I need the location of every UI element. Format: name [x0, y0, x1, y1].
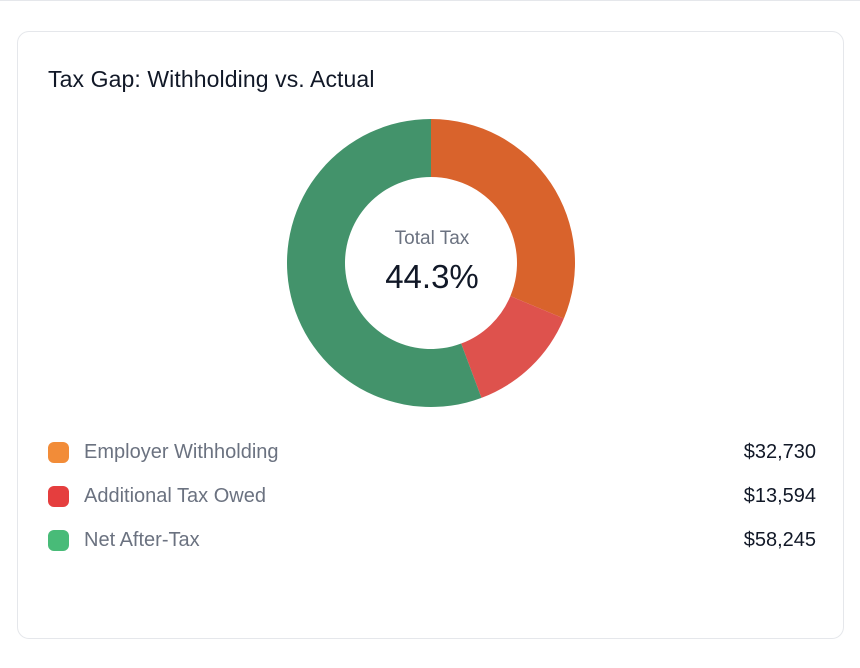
- legend-label: Employer Withholding: [84, 440, 279, 463]
- legend-value: $58,245: [743, 528, 816, 551]
- legend-item-employer-withholding: Employer Withholding $32,730: [48, 430, 816, 474]
- legend-value: $32,730: [743, 440, 816, 463]
- legend-item-additional-tax-owed: Additional Tax Owed $13,594: [48, 474, 816, 518]
- card-title: Tax Gap: Withholding vs. Actual: [48, 66, 375, 92]
- legend-swatch: [48, 485, 69, 507]
- donut-chart: [287, 119, 575, 407]
- donut-center-label: Total Tax: [394, 228, 470, 249]
- donut-slice-employer-withholding[interactable]: [431, 119, 575, 319]
- legend: Employer Withholding $32,730 Additional …: [48, 430, 816, 562]
- top-divider: [0, 0, 860, 1]
- legend-label: Net After-Tax: [84, 528, 200, 551]
- donut-slice-net-after-tax[interactable]: [287, 119, 482, 407]
- tax-gap-card: Tax Gap: Withholding vs. Actual Total Ta…: [17, 31, 844, 639]
- legend-swatch: [48, 529, 69, 551]
- legend-value: $13,594: [743, 484, 816, 507]
- donut-slice-additional-tax-owed[interactable]: [461, 296, 564, 398]
- legend-item-net-after-tax: Net After-Tax $58,245: [48, 518, 816, 562]
- legend-label: Additional Tax Owed: [84, 484, 266, 507]
- donut-center-value: 44.3%: [385, 258, 479, 295]
- legend-swatch: [48, 441, 69, 463]
